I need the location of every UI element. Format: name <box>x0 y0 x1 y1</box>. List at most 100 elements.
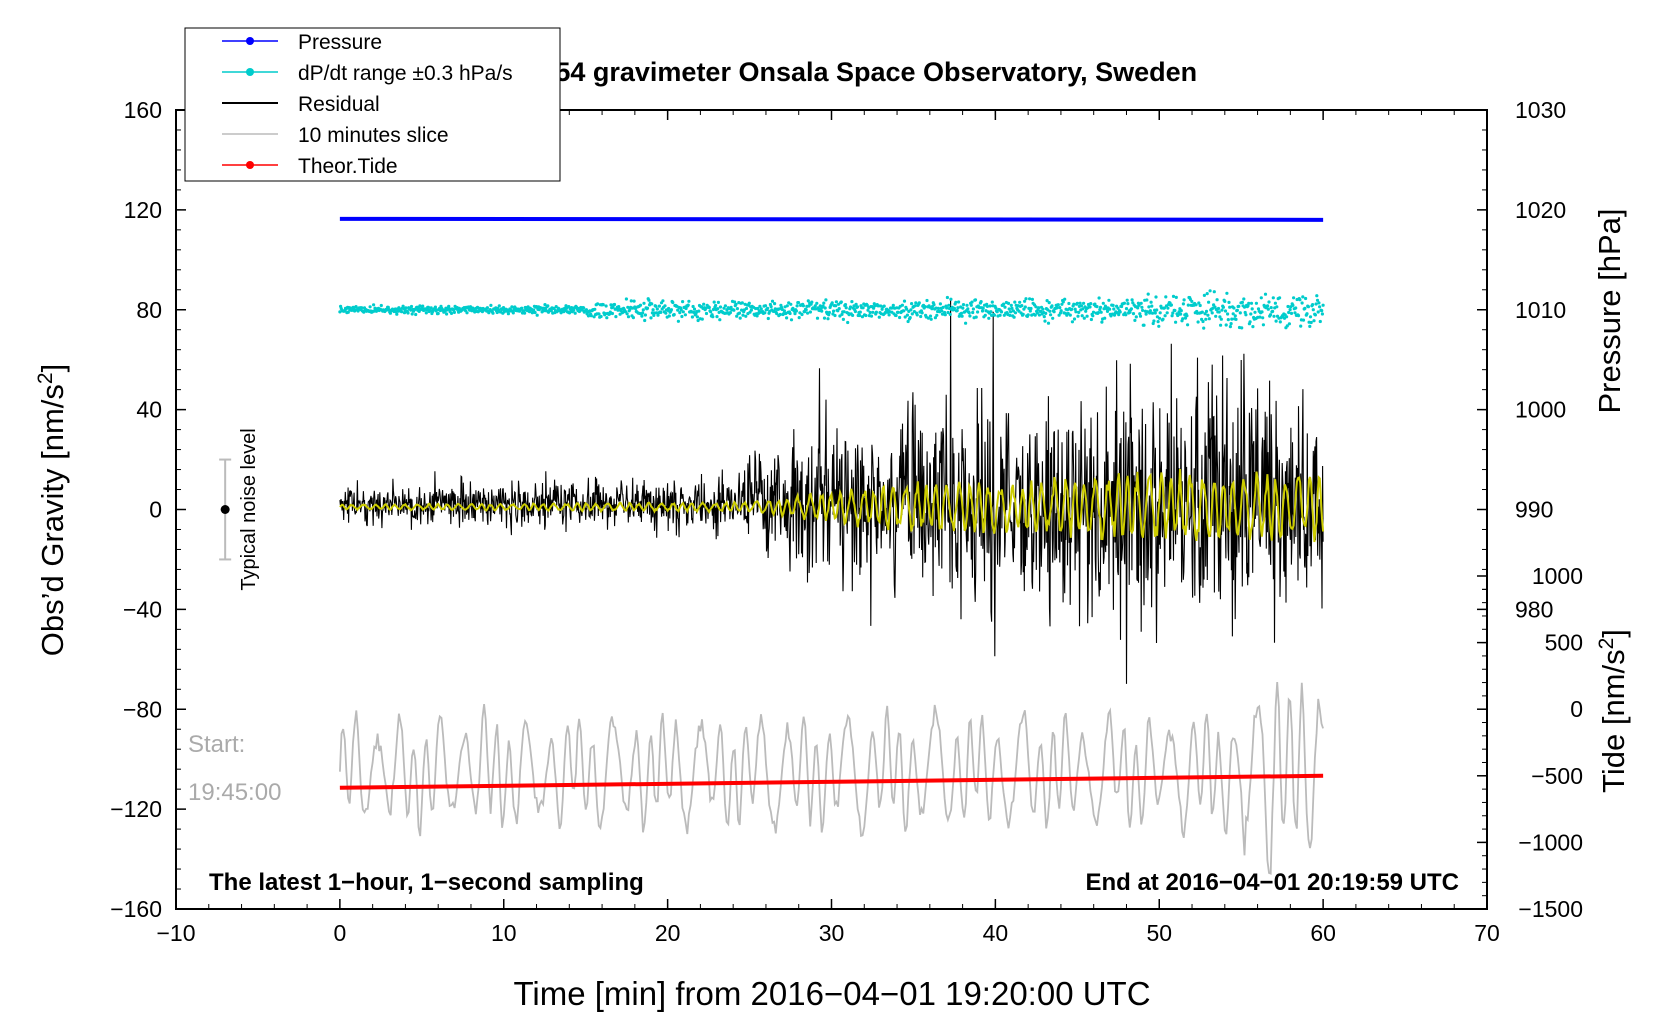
ten-minute-slice-line <box>339 682 1324 875</box>
dpdt-point <box>848 305 853 309</box>
dpdt-point <box>647 298 651 302</box>
dpdt-point <box>1299 324 1303 328</box>
dpdt-point <box>966 307 970 311</box>
dpdt-point <box>1309 320 1313 325</box>
y-left-tick-label: 120 <box>124 197 162 223</box>
dpdt-point <box>1250 307 1254 311</box>
dpdt-point <box>898 315 902 320</box>
dpdt-point <box>909 308 913 312</box>
dpdt-point <box>1157 316 1162 320</box>
dpdt-point <box>1215 298 1219 302</box>
dpdt-point <box>702 302 706 306</box>
dpdt-point <box>744 306 749 311</box>
dpdt-point <box>732 308 736 312</box>
dpdt-point <box>1002 302 1006 306</box>
dpdt-point <box>1190 299 1194 303</box>
dpdt-point <box>1060 302 1064 306</box>
dpdt-point <box>1311 308 1315 312</box>
x-tick-label: 60 <box>1310 920 1336 946</box>
pressure-line <box>339 216 1324 222</box>
dpdt-point <box>1286 304 1290 309</box>
tide-line <box>339 773 1324 790</box>
dpdt-point <box>1275 305 1279 309</box>
pressure-tick-label: 1010 <box>1515 297 1566 323</box>
dpdt-point <box>1082 316 1086 320</box>
dpdt-point <box>1099 310 1103 314</box>
dpdt-point <box>1139 301 1143 305</box>
dpdt-point <box>433 305 437 309</box>
data-traces <box>338 216 1325 875</box>
dpdt-point <box>1306 305 1310 309</box>
dpdt-point <box>641 308 645 312</box>
dpdt-point <box>1263 292 1268 296</box>
dpdt-point <box>919 314 923 319</box>
dpdt-point <box>908 316 912 320</box>
y-left-tick-label: −160 <box>110 896 162 922</box>
dpdt-point <box>734 302 738 306</box>
dpdt-point <box>933 316 938 320</box>
dpdt-point <box>1008 313 1012 317</box>
dpdt-point <box>1118 310 1122 314</box>
dpdt-point <box>1224 323 1228 327</box>
tide-tick-label: −500 <box>1531 763 1583 789</box>
dpdt-point <box>1023 305 1027 309</box>
dpdt-point <box>1200 310 1204 314</box>
dpdt-point <box>1030 297 1034 301</box>
dpdt-point <box>1253 310 1257 314</box>
dpdt-point <box>999 310 1004 314</box>
dpdt-point <box>716 307 720 311</box>
dpdt-point <box>1089 302 1093 306</box>
dpdt-point <box>436 311 440 316</box>
tide-tick-label: 0 <box>1570 696 1583 722</box>
dpdt-point <box>1130 298 1134 302</box>
dpdt-point <box>1081 307 1085 311</box>
dpdt-point <box>684 306 688 311</box>
dpdt-point <box>1089 317 1093 322</box>
dpdt-point <box>709 310 713 314</box>
dpdt-point <box>1202 326 1206 330</box>
dpdt-point <box>827 310 832 315</box>
dpdt-point <box>758 304 762 308</box>
dpdt-point <box>629 299 633 303</box>
dpdt-point <box>735 314 739 318</box>
dpdt-point <box>813 304 817 308</box>
dpdt-point <box>1164 295 1168 299</box>
dpdt-point <box>785 316 789 320</box>
dpdt-point <box>632 299 636 303</box>
dpdt-point <box>733 300 737 304</box>
x-tick-label: 0 <box>333 920 346 946</box>
dpdt-point <box>858 310 862 314</box>
dpdt-point <box>930 307 934 311</box>
dpdt-point <box>1165 311 1169 315</box>
dpdt-point <box>612 302 617 307</box>
dpdt-point <box>952 306 957 310</box>
dpdt-point <box>414 312 418 317</box>
dpdt-point <box>1124 307 1129 311</box>
dpdt-point <box>649 316 653 320</box>
dpdt-point <box>489 303 493 307</box>
dpdt-point <box>1308 324 1312 328</box>
dpdt-point <box>1304 296 1308 301</box>
dpdt-point <box>850 300 854 304</box>
dpdt-point <box>1296 314 1301 318</box>
dpdt-point <box>1186 323 1190 327</box>
dpdt-point <box>1249 301 1254 305</box>
dpdt-point <box>654 304 658 308</box>
dpdt-point <box>810 300 814 304</box>
dpdt-point <box>697 309 701 313</box>
dpdt-point <box>1244 313 1248 317</box>
dpdt-point <box>624 297 629 301</box>
dpdt-point <box>1237 304 1241 308</box>
pressure-tick-label: 1020 <box>1515 197 1566 223</box>
dpdt-point <box>923 305 927 309</box>
dpdt-point <box>643 318 647 323</box>
dpdt-point <box>1156 320 1160 324</box>
dpdt-point <box>655 307 659 311</box>
dpdt-point <box>788 311 792 316</box>
dpdt-point <box>865 303 869 307</box>
x-tick-label: 50 <box>1146 920 1172 946</box>
dpdt-scatter <box>338 289 1325 330</box>
y-left-tick-label: 40 <box>136 397 162 423</box>
dpdt-point <box>1125 298 1129 302</box>
dpdt-point <box>696 318 700 323</box>
